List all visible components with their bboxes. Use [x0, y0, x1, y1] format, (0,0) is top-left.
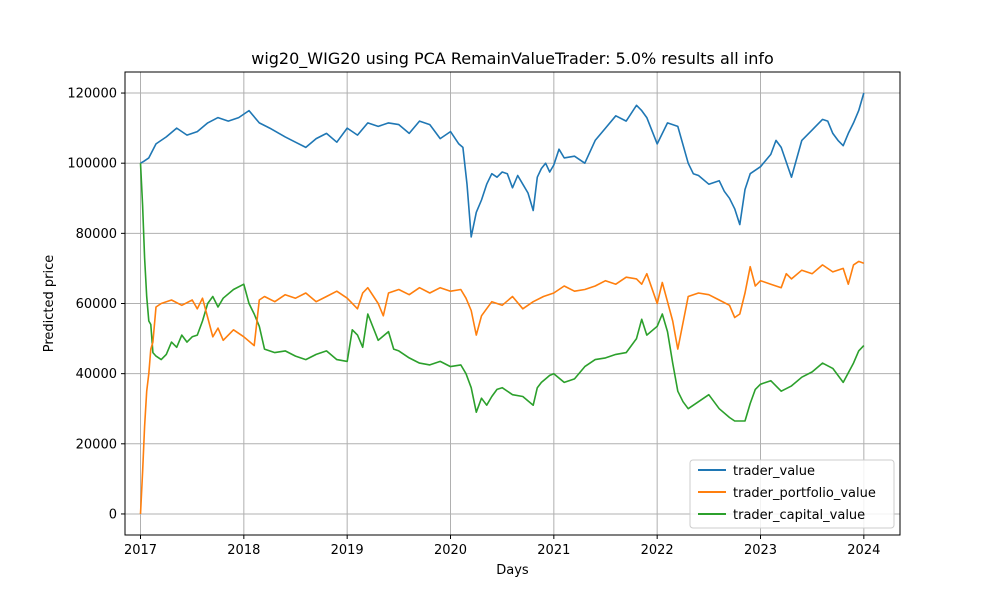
- legend-label-trader-capital-value: trader_capital_value: [733, 508, 865, 523]
- legend-label-trader-portfolio-value: trader_portfolio_value: [733, 486, 876, 501]
- x-tick-label: 2022: [641, 543, 674, 558]
- x-axis-label: Days: [496, 563, 529, 578]
- chart-title: wig20_WIG20 using PCA RemainValueTrader:…: [251, 49, 774, 69]
- series-line-trader-capital-value: [139, 163, 865, 422]
- y-tick-label: 80000: [76, 227, 117, 242]
- y-tick-label: 100000: [67, 157, 117, 172]
- y-tick-label: 60000: [76, 297, 117, 312]
- y-tick-label: 40000: [76, 367, 117, 382]
- x-tick-label: 2020: [434, 543, 467, 558]
- x-tick-label: 2018: [227, 543, 260, 558]
- x-tick-label: 2021: [537, 543, 570, 558]
- legend: trader_value trader_portfolio_value trad…: [689, 459, 895, 529]
- legend-label-trader-value: trader_value: [733, 464, 815, 479]
- y-tick-label: 0: [109, 507, 117, 522]
- x-tick-label: 2023: [744, 543, 777, 558]
- x-tick-label: 2017: [124, 543, 157, 558]
- series-line-trader-portfolio-value: [139, 260, 865, 515]
- series-lines: [139, 92, 865, 515]
- axis-ticks: 2017 2018 2019 2020 2021 2022 2023 2024 0 20000 40…: [67, 87, 880, 558]
- series-line-trader-value: [140, 92, 865, 238]
- legend-box: [689, 459, 895, 529]
- y-tick-label: 20000: [76, 437, 117, 452]
- y-tick-label: 120000: [67, 87, 117, 102]
- x-tick-label: 2024: [847, 543, 880, 558]
- y-axis-label: Predicted price: [42, 255, 57, 353]
- x-tick-label: 2019: [331, 543, 364, 558]
